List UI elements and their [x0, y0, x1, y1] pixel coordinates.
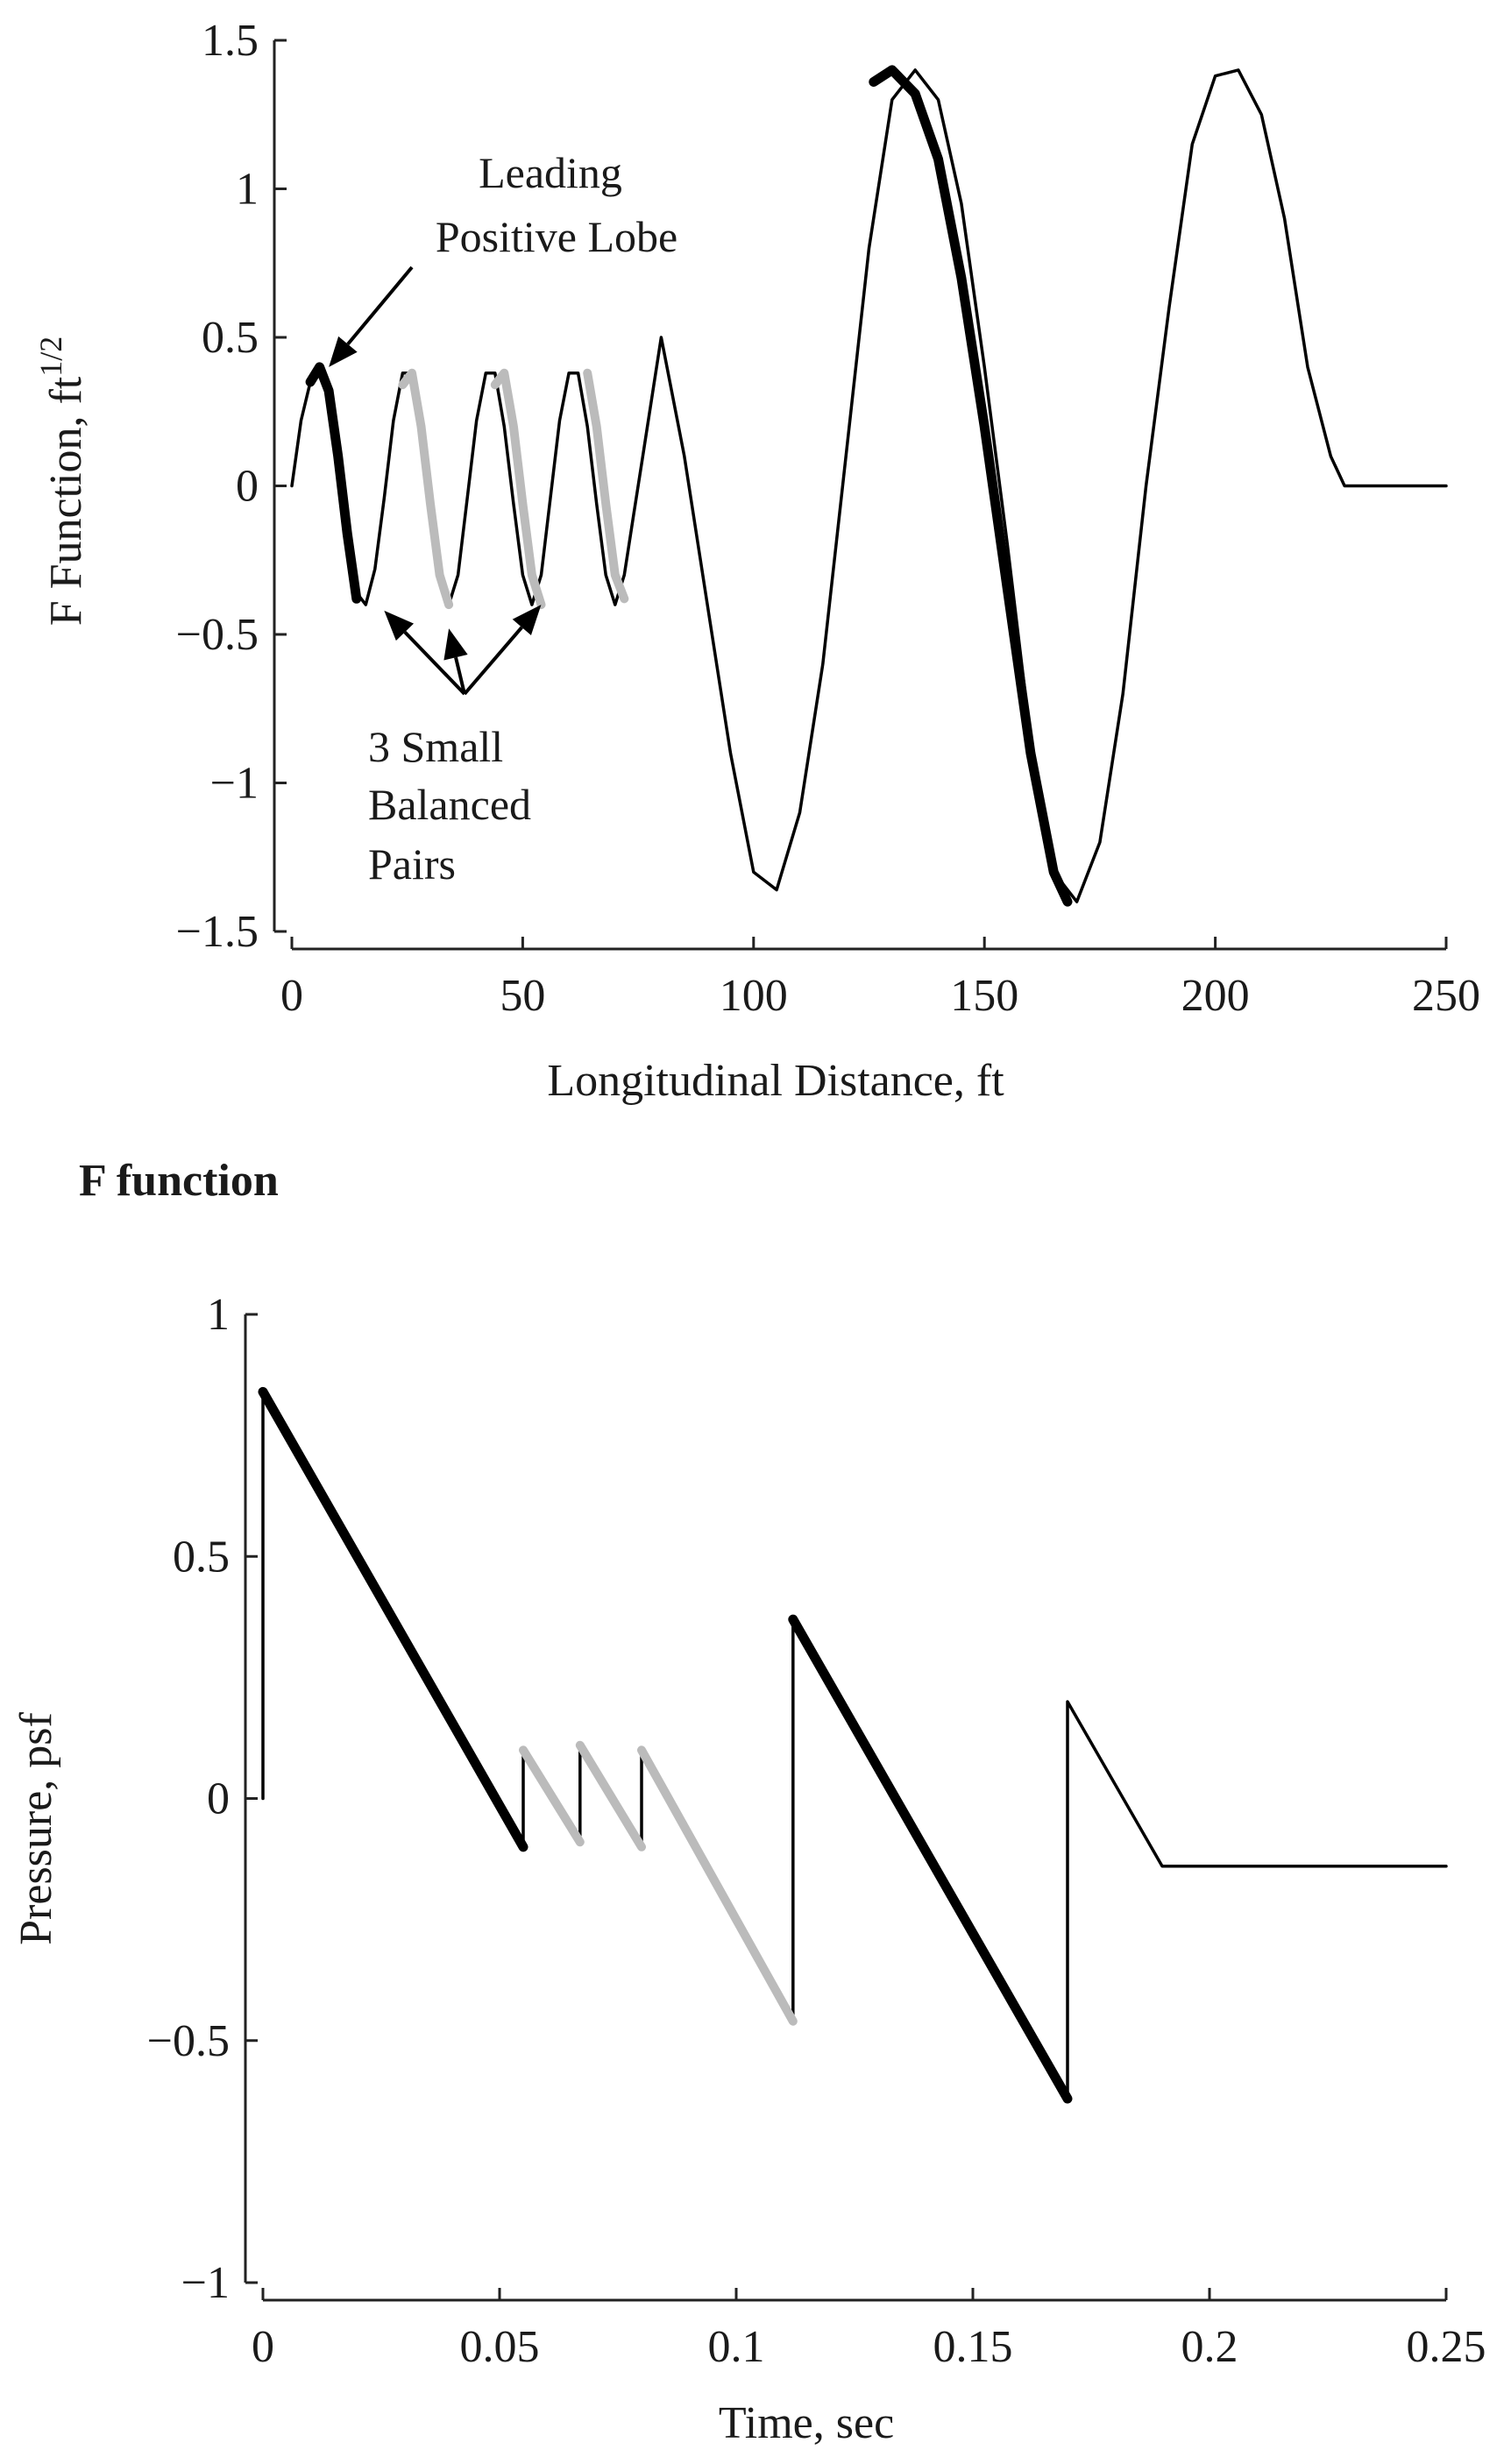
- y-tick-label: 1: [207, 1290, 230, 1340]
- x-tick-label: 0.25: [1407, 2322, 1486, 2372]
- annotation-leading-positive-lobe: Leading Positive Lobe: [329, 148, 677, 367]
- series-line-thick: [788, 1614, 1073, 2104]
- series-line-thin: [290, 68, 1448, 903]
- x-tick-label: 0.2: [1181, 2322, 1238, 2372]
- arrow-annotation: [384, 605, 542, 696]
- y-tick-label: 1.5: [202, 16, 259, 66]
- arrow-head: [384, 610, 415, 641]
- series-line-gray: [519, 1745, 585, 1847]
- annotation-line: Positive Lobe: [436, 212, 677, 261]
- arrow-shaft: [346, 266, 414, 346]
- series-group: [290, 65, 1448, 907]
- annotation-line: 3 Small: [368, 722, 503, 771]
- x-tick-label: 0: [280, 971, 303, 1021]
- arrow-annotation: [329, 266, 414, 367]
- series-line-gray: [575, 1740, 646, 1852]
- series-line-gray: [637, 1745, 798, 2026]
- series-line-gray: [583, 368, 629, 604]
- annotation-line: Balanced: [368, 780, 531, 829]
- arrow-shaft: [403, 630, 466, 696]
- x-tick-label: 0.15: [933, 2322, 1013, 2372]
- x-tick-label: 0.1: [708, 2322, 765, 2372]
- y-tick-label: 0: [236, 462, 259, 512]
- arrow-shaft: [454, 656, 466, 695]
- y-tick-label: 0.5: [173, 1532, 230, 1582]
- arrow-head: [329, 336, 358, 367]
- x-tick-label: 50: [500, 971, 545, 1021]
- series-line-thick: [258, 1386, 528, 1852]
- arrow-head: [443, 628, 468, 661]
- arrow-shaft: [463, 626, 523, 696]
- x-tick-label: 100: [720, 971, 788, 1021]
- series-line-thin: [261, 1390, 1448, 2100]
- x-tick-label: 250: [1412, 971, 1480, 1021]
- x-tick-label: 200: [1181, 971, 1250, 1021]
- y-tick-label: 0.5: [202, 313, 259, 363]
- y-axis-label-superscript: 1/2: [33, 336, 68, 377]
- y-tick-label: −0.5: [147, 2016, 230, 2066]
- x-axis-label: Time, sec: [719, 2398, 894, 2448]
- axes: −1 −0.5 0 0.5 1 0 0.05 0.1 0.15 0.2 0.25: [147, 1290, 1486, 2372]
- x-tick-label: 0.05: [460, 2322, 540, 2372]
- y-tick-label: −0.5: [176, 610, 259, 660]
- pressure-chart: −1 −0.5 0 0.5 1 0 0.05 0.1 0.15 0.2 0.25 Pressure,…: [11, 1290, 1486, 2448]
- y-axis-label: F Function, ft1/2: [33, 336, 91, 627]
- annotation-line: Leading: [479, 148, 622, 197]
- y-tick-label: −1.5: [176, 907, 259, 957]
- annotation-line: Pairs: [368, 839, 456, 889]
- f-function-chart: −1.5 −1 −0.5 0 0.5 1 1.5 0 50 100 150 200 250 F Func…: [33, 16, 1480, 1106]
- y-tick-label: −1: [210, 759, 259, 809]
- x-tick-label: 0: [252, 2322, 274, 2372]
- series-group: [258, 1386, 1448, 2104]
- series-line-gray: [490, 368, 546, 610]
- y-tick-label: −1: [181, 2258, 230, 2308]
- series-line-thick: [305, 362, 362, 604]
- y-tick-label: 0: [207, 1774, 230, 1824]
- arrow-head: [512, 605, 542, 636]
- x-tick-label: 150: [950, 971, 1018, 1021]
- series-line-thick: [869, 65, 1073, 907]
- y-axis-label: Pressure, psf: [11, 1711, 61, 1944]
- axes: −1.5 −1 −0.5 0 0.5 1 1.5 0 50 100 150 200 250: [176, 16, 1480, 1021]
- annotation-small-balanced-pairs: 3 Small Balanced Pairs: [368, 605, 542, 889]
- y-tick-label: 1: [236, 165, 259, 215]
- series-line-gray: [398, 368, 454, 610]
- figure-caption: F function: [79, 1156, 279, 1206]
- x-axis-label: Longitudinal Distance, ft: [547, 1056, 1004, 1106]
